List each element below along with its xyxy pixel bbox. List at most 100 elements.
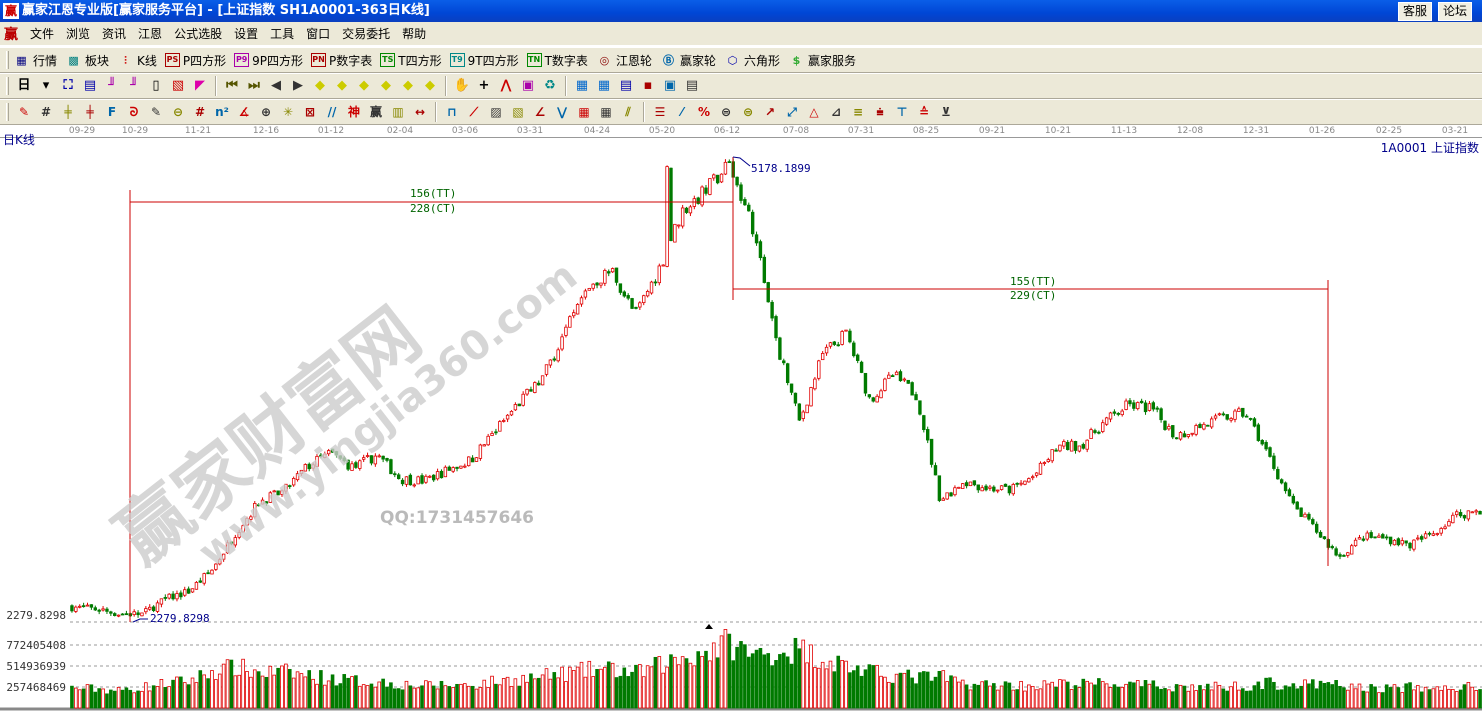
notepad-icon[interactable]: ▤ (83, 78, 97, 93)
menu-item[interactable]: 工具 (270, 27, 295, 41)
gold-icon[interactable]: ⊜ (720, 105, 732, 119)
pen-icon[interactable]: ✎ (18, 105, 30, 119)
arrow-icon[interactable]: ⤢ (787, 105, 797, 119)
grid-lines-icon[interactable]: # (40, 105, 52, 119)
square-icon[interactable]: ⊠ (304, 105, 316, 119)
menu-item[interactable]: 窗口 (306, 27, 331, 41)
network-icon[interactable]: ⛶ (63, 78, 73, 93)
percent-chart-icon[interactable]: ⁄ (680, 105, 683, 119)
save-icon[interactable]: ▪ (643, 78, 653, 93)
diamond-star-icon[interactable]: ◆ (403, 78, 413, 93)
toolbar-grip[interactable] (6, 103, 9, 121)
kline9-icon[interactable]: ╜ (130, 78, 138, 93)
zigzag-icon[interactable]: ⋁ (556, 105, 568, 119)
pen2-icon[interactable]: ✎ (150, 105, 162, 119)
span-icon[interactable]: ↔ (414, 105, 426, 119)
toolbar-button-5[interactable]: PN P数字表 (311, 52, 372, 69)
menu-item[interactable]: 公式选股 (174, 27, 223, 41)
gold-lines2-icon[interactable]: ╪ (86, 105, 94, 119)
hash-icon[interactable]: # (194, 105, 206, 119)
toolbar-button-9[interactable]: ◎ 江恩轮 (596, 52, 652, 69)
crosshair-icon[interactable]: + (478, 78, 490, 93)
toolbar-button-6[interactable]: TS T四方形 (380, 52, 442, 69)
flag-icon[interactable]: ◤ (195, 78, 205, 93)
angle2-icon[interactable]: ∠ (534, 105, 546, 119)
toolbar-button-0[interactable]: ▦ 行情 (13, 52, 57, 69)
ruler-icon[interactable]: ▥ (392, 105, 404, 119)
slope-icon[interactable]: // (327, 105, 337, 119)
toolbar-button-10[interactable]: Ⓑ 赢家轮 (660, 52, 716, 69)
forum-button[interactable]: 论坛 (1438, 2, 1472, 21)
diamond-x-icon[interactable]: ◆ (381, 78, 391, 93)
lines5-icon[interactable]: ⊻ (941, 105, 951, 119)
calendar-icon[interactable]: ▦ (575, 78, 589, 93)
circle-icon[interactable]: ⊖ (172, 105, 184, 119)
menu-item[interactable]: 江恩 (138, 27, 163, 41)
calculator-icon[interactable]: ▦ (597, 78, 611, 93)
toolbar-button-11[interactable]: ⬡ 六角形 (724, 52, 780, 69)
grid9-icon[interactable]: ▦ (578, 105, 590, 119)
box-icon[interactable]: ⊓ (447, 105, 457, 119)
diamond-cross-icon[interactable]: ◆ (425, 78, 435, 93)
toolbar-button-7[interactable]: T9 9T四方形 (449, 52, 519, 69)
toolbar-button-2[interactable]: ⫶ K线 (117, 52, 157, 69)
lines4-icon[interactable]: ≙ (918, 105, 930, 119)
kline3-icon[interactable]: ╜ (108, 78, 116, 93)
lines2-icon[interactable]: ⩧ (876, 105, 884, 119)
line-tool-icon[interactable]: ⋀ (500, 78, 512, 93)
diamond-left-icon[interactable]: ◆ (315, 78, 325, 93)
gold2-icon[interactable]: ⊜ (742, 105, 754, 119)
diamond-h-icon[interactable]: ◆ (359, 78, 369, 93)
percent-icon[interactable]: % (697, 105, 711, 119)
spiral-icon[interactable]: ᘐ (129, 105, 139, 119)
ying-icon[interactable]: 赢 (369, 105, 382, 119)
menu-item[interactable]: 浏览 (66, 27, 91, 41)
shen-icon[interactable]: 神 (347, 105, 360, 119)
printer-icon[interactable]: ▤ (685, 78, 699, 93)
map-icon[interactable]: ▧ (171, 78, 185, 93)
tri2-icon[interactable]: ⊿ (830, 105, 842, 119)
toolbar-button-4[interactable]: P9 9P四方形 (234, 52, 303, 69)
recycle-icon[interactable]: ♻ (544, 78, 556, 93)
menu-item[interactable]: 设置 (234, 27, 259, 41)
network-tool-icon[interactable]: ▣ (663, 78, 677, 93)
gold3-icon[interactable]: ↗ (764, 105, 776, 119)
target-icon[interactable]: ⊕ (260, 105, 272, 119)
menu-item[interactable]: 资讯 (102, 27, 127, 41)
diamond-right-icon[interactable]: ◆ (337, 78, 347, 93)
table-icon[interactable]: ☰ (654, 105, 666, 119)
kline-chart[interactable]: 2279.8298 772405408 514936939 257468469 156(… (0, 138, 1482, 711)
box-tool-icon[interactable]: ▣ (521, 78, 535, 93)
lines-icon[interactable]: ≡ (852, 105, 864, 119)
toolbar-button-1[interactable]: ▩ 板块 (65, 52, 109, 69)
n2-icon[interactable]: n² (215, 105, 229, 119)
parallel-icon[interactable]: ⫽ (625, 105, 631, 119)
fan-icon[interactable]: ⟋ (469, 105, 479, 119)
grid9b-icon[interactable]: ▦ (600, 105, 612, 119)
star-icon[interactable]: ✳ (282, 105, 294, 119)
period-dropdown[interactable]: 日 (17, 78, 31, 93)
notes-icon[interactable]: ▤ (619, 78, 633, 93)
toolbar-button-12[interactable]: $ 赢家服务 (788, 52, 856, 69)
first-icon[interactable]: ⏮ (226, 78, 238, 93)
toolbar-button-3[interactable]: PS P四方形 (164, 52, 226, 69)
lines3-icon[interactable]: ⊤ (896, 105, 908, 119)
last-icon[interactable]: ⏭ (248, 78, 260, 93)
angle-icon[interactable]: ∡ (238, 105, 250, 119)
next-icon[interactable]: ▶ (293, 78, 303, 93)
prev-icon[interactable]: ◀ (271, 78, 281, 93)
customer-service-button[interactable]: 客服 (1398, 2, 1432, 21)
fan-box2-icon[interactable]: ▧ (512, 105, 524, 119)
toolbar-grip[interactable] (6, 51, 9, 69)
toolbar-button-8[interactable]: TN T数字表 (526, 52, 588, 69)
fan-box-icon[interactable]: ▨ (490, 105, 502, 119)
menu-item[interactable]: 文件 (30, 27, 55, 41)
gold-lines-icon[interactable]: ╪ (64, 105, 72, 119)
menu-item[interactable]: 交易委托 (342, 27, 391, 41)
candle-icon[interactable]: ▯ (152, 78, 160, 93)
f-lines-icon[interactable]: F (107, 105, 117, 119)
hand-icon[interactable]: ✋ (453, 78, 471, 93)
toolbar-grip[interactable] (6, 77, 9, 95)
menu-item[interactable]: 帮助 (402, 27, 427, 41)
tri-icon[interactable]: △ (809, 105, 819, 119)
